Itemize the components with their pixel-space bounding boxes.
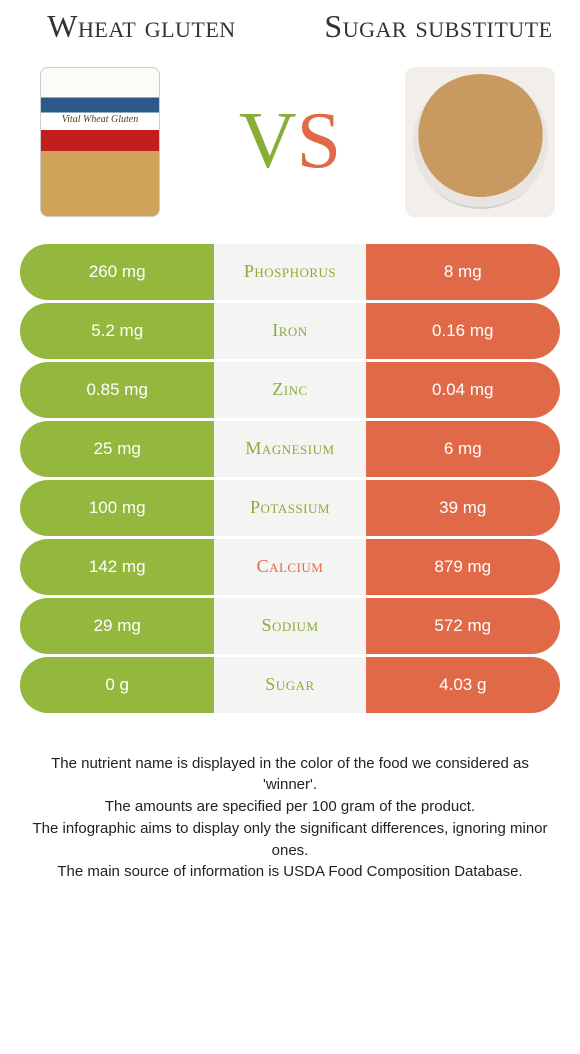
caption-line-1: The nutrient name is displayed in the co… bbox=[28, 753, 552, 797]
title-right: Sugar substitute bbox=[317, 10, 560, 44]
table-row: 5.2 mgIron0.16 mg bbox=[20, 303, 560, 359]
nutrient-table: 260 mgPhosphorus8 mg5.2 mgIron0.16 mg0.8… bbox=[20, 244, 560, 713]
right-value: 6 mg bbox=[366, 421, 560, 477]
table-row: 142 mgCalcium879 mg bbox=[20, 539, 560, 595]
table-row: 0.85 mgZinc0.04 mg bbox=[20, 362, 560, 418]
left-value: 260 mg bbox=[20, 244, 214, 300]
table-row: 260 mgPhosphorus8 mg bbox=[20, 244, 560, 300]
nutrient-label: Zinc bbox=[214, 362, 365, 418]
vs-s: S bbox=[297, 96, 342, 187]
right-value: 572 mg bbox=[366, 598, 560, 654]
caption-line-3: The infographic aims to display only the… bbox=[28, 818, 552, 862]
caption: The nutrient name is displayed in the co… bbox=[20, 753, 560, 884]
images-row: VS bbox=[20, 62, 560, 222]
nutrient-label: Potassium bbox=[214, 480, 365, 536]
titles-row: Wheat gluten Sugar substitute bbox=[20, 10, 560, 44]
nutrient-label: Iron bbox=[214, 303, 365, 359]
left-value: 29 mg bbox=[20, 598, 214, 654]
right-value: 4.03 g bbox=[366, 657, 560, 713]
nutrient-label: Magnesium bbox=[214, 421, 365, 477]
left-value: 100 mg bbox=[20, 480, 214, 536]
product-image-left bbox=[20, 62, 180, 222]
title-left: Wheat gluten bbox=[20, 10, 263, 44]
nutrient-label: Calcium bbox=[214, 539, 365, 595]
caption-line-4: The main source of information is USDA F… bbox=[28, 861, 552, 883]
vs-v: V bbox=[239, 96, 297, 187]
left-value: 142 mg bbox=[20, 539, 214, 595]
left-value: 25 mg bbox=[20, 421, 214, 477]
right-value: 39 mg bbox=[366, 480, 560, 536]
right-value: 0.04 mg bbox=[366, 362, 560, 418]
left-value: 5.2 mg bbox=[20, 303, 214, 359]
left-value: 0.85 mg bbox=[20, 362, 214, 418]
table-row: 29 mgSodium572 mg bbox=[20, 598, 560, 654]
vs-label: VS bbox=[180, 96, 400, 187]
nutrient-label: Sugar bbox=[214, 657, 365, 713]
product-image-right bbox=[400, 62, 560, 222]
right-value: 0.16 mg bbox=[366, 303, 560, 359]
right-value: 8 mg bbox=[366, 244, 560, 300]
nutrient-label: Sodium bbox=[214, 598, 365, 654]
table-row: 25 mgMagnesium6 mg bbox=[20, 421, 560, 477]
left-value: 0 g bbox=[20, 657, 214, 713]
table-row: 0 gSugar4.03 g bbox=[20, 657, 560, 713]
right-value: 879 mg bbox=[366, 539, 560, 595]
table-row: 100 mgPotassium39 mg bbox=[20, 480, 560, 536]
caption-line-2: The amounts are specified per 100 gram o… bbox=[28, 796, 552, 818]
nutrient-label: Phosphorus bbox=[214, 244, 365, 300]
